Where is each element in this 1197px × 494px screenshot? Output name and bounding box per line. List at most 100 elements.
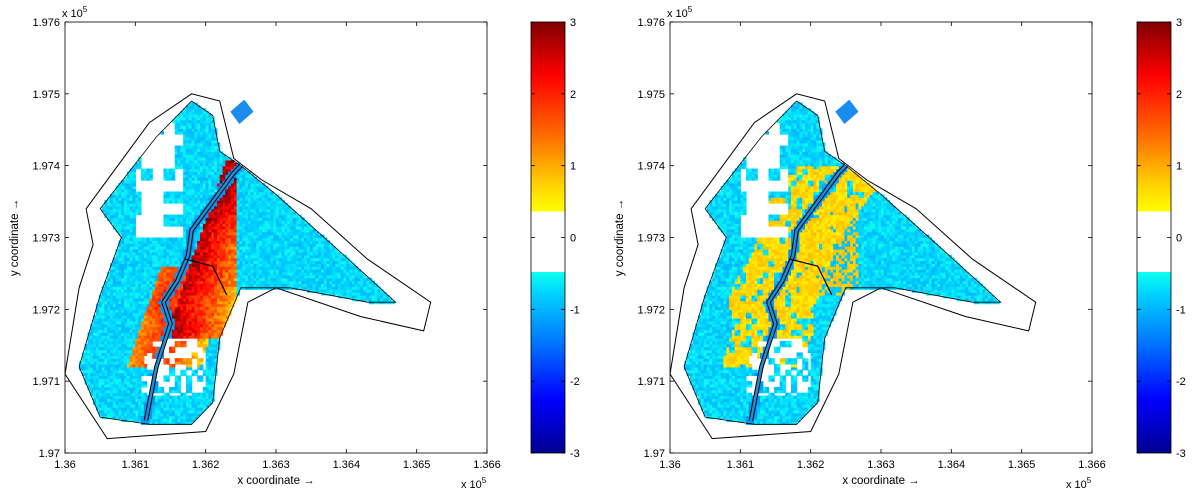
heat-cell — [202, 251, 207, 256]
heat-cell — [110, 378, 114, 382]
heat-cell — [332, 292, 336, 296]
heat-cell — [112, 372, 117, 377]
heat-cell — [126, 257, 131, 262]
heat-cell — [183, 226, 187, 230]
heat-cell — [292, 240, 297, 244]
heat-cell — [222, 260, 226, 264]
heat-cell — [152, 294, 156, 299]
heat-cell — [185, 300, 190, 305]
heat-cell — [326, 246, 331, 250]
heat-cell — [200, 361, 204, 365]
heat-cell — [276, 274, 280, 279]
heat-cell — [273, 231, 277, 236]
heat-cell — [346, 294, 350, 299]
heat-cell — [205, 254, 210, 259]
heat-cell — [124, 355, 128, 359]
heat-cell — [357, 271, 361, 276]
heat-cell — [126, 185, 131, 190]
heat-cell — [211, 386, 215, 391]
heat-cell — [138, 332, 142, 336]
heat-cell — [200, 231, 204, 236]
heat-cell — [256, 188, 260, 193]
heat-cell — [180, 119, 184, 124]
heat-cell — [177, 384, 181, 388]
heat-cell — [276, 263, 280, 267]
heat-cell — [124, 404, 128, 408]
heat-cell — [318, 246, 322, 250]
heat-cell — [104, 294, 108, 299]
heat-cell — [180, 369, 184, 374]
heat-cell — [140, 418, 145, 422]
heat-cell — [107, 297, 111, 302]
heat-cell — [242, 263, 246, 267]
heat-cell — [290, 269, 294, 273]
heat-cell — [135, 277, 139, 282]
heat-cell — [205, 214, 210, 218]
heat-cell — [112, 343, 117, 348]
heat-cell — [245, 248, 249, 253]
heat-cell — [273, 269, 277, 273]
heat-cell — [121, 404, 125, 408]
heat-cell — [98, 375, 103, 379]
heat-cell — [140, 171, 145, 175]
heat-cell — [214, 349, 218, 354]
heat-cell — [126, 191, 131, 195]
heat-cell — [157, 398, 162, 402]
heat-cell — [183, 234, 187, 239]
heat-cell — [143, 404, 148, 408]
heat-cell — [135, 203, 139, 207]
heat-cell — [101, 386, 105, 391]
heat-cell — [174, 389, 179, 394]
heat-cell — [222, 251, 226, 256]
heat-cell — [284, 266, 288, 270]
heat-cell — [188, 292, 193, 296]
heat-cell — [380, 294, 384, 299]
heat-cell — [281, 243, 286, 247]
heat-cell — [233, 289, 238, 293]
heat-cell — [140, 372, 145, 377]
heat-cell — [197, 191, 201, 195]
heat-cell — [216, 165, 221, 170]
heat-cell — [101, 378, 105, 382]
heat-cell — [250, 246, 255, 250]
heat-cell — [143, 254, 148, 259]
heat-cell — [135, 246, 139, 250]
heat-cell — [107, 409, 111, 414]
heat-cell — [160, 269, 165, 273]
heat-cell — [169, 300, 173, 305]
heat-cell — [191, 251, 196, 256]
heat-cell — [95, 407, 100, 411]
heat-cell — [188, 395, 193, 400]
heat-cell — [104, 346, 108, 351]
heat-cell — [245, 254, 249, 259]
heat-cell — [121, 292, 125, 296]
heat-cell — [197, 131, 201, 135]
heat-cell — [124, 375, 128, 379]
heat-cell — [337, 292, 342, 296]
heat-cell — [197, 159, 201, 164]
heat-cell — [202, 257, 207, 262]
heat-cell — [110, 352, 114, 356]
heat-cell — [118, 191, 122, 195]
heat-cell — [185, 421, 190, 425]
heat-cell — [340, 260, 345, 264]
heat-cell — [309, 234, 314, 239]
heat-cell — [253, 231, 257, 236]
heat-cell — [228, 283, 232, 287]
heat-cell — [191, 182, 196, 187]
heat-cell — [157, 401, 162, 405]
heat-cell — [267, 191, 271, 195]
heat-cell — [222, 292, 226, 296]
heat-cell — [132, 415, 136, 420]
heat-cell — [160, 297, 165, 302]
heat-cell — [349, 263, 353, 267]
heat-cell — [90, 363, 94, 368]
heat-cell — [233, 257, 238, 262]
heat-cell — [124, 205, 128, 210]
heat-cell — [129, 343, 134, 348]
heat-cell — [276, 208, 280, 213]
heat-cell — [166, 418, 170, 422]
heat-cell — [101, 315, 105, 319]
heat-cell — [230, 251, 235, 256]
heat-cell — [107, 392, 111, 397]
